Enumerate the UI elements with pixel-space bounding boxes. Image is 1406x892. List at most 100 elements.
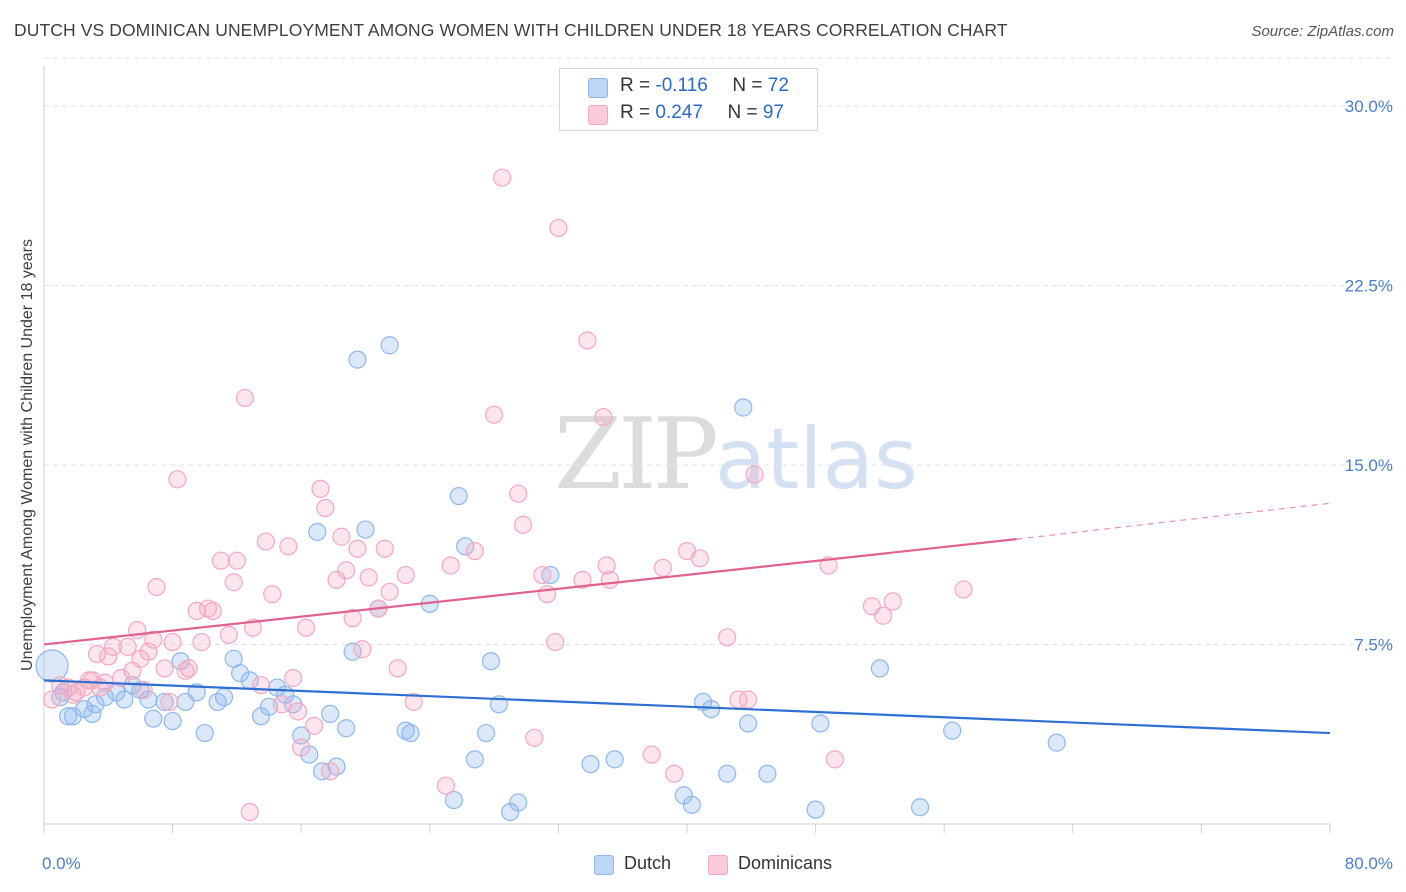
dutch-point-42 — [396, 721, 415, 740]
dominicans-point-27 — [203, 601, 222, 621]
dominicans-point-76 — [597, 556, 616, 575]
dutch-point-67 — [870, 659, 890, 678]
dominicans-point-83 — [718, 628, 737, 647]
dominicans-point-22 — [176, 661, 195, 680]
dutch-point-53 — [509, 793, 528, 812]
dutch-point-38 — [348, 350, 367, 369]
legend-dominicans-n-value: 97 — [762, 102, 784, 123]
dominicans-point-39 — [279, 537, 298, 556]
dutch-point-18 — [187, 683, 206, 702]
dominicans-point-85 — [738, 690, 758, 709]
dominicans-point-48 — [327, 570, 346, 589]
dutch-point-45 — [444, 790, 464, 810]
dutch-point-63 — [738, 714, 758, 733]
dutch-point-3 — [63, 707, 83, 726]
dominicans-point-16 — [144, 630, 163, 649]
dominicans-point-79 — [653, 558, 672, 577]
dominicans-point-32 — [235, 388, 255, 408]
dutch-point-34 — [321, 704, 340, 723]
dutch-point-7 — [95, 688, 115, 707]
dominicans-point-37 — [263, 585, 282, 604]
legend-dutch-r-value: -0.116 — [655, 75, 708, 96]
legend-swatch-dominicans — [588, 105, 608, 125]
dutch-point-47 — [456, 537, 475, 556]
dominicans-point-95 — [131, 649, 150, 668]
series-label-dutch: Dutch — [624, 853, 672, 873]
dominicans-point-33 — [240, 802, 259, 822]
x-tick-label-0: 0.0% — [42, 854, 81, 873]
dominicans-point-23 — [179, 659, 198, 678]
dominicans-point-35 — [251, 676, 271, 695]
dominicans-point-54 — [359, 568, 378, 587]
dutch-point-13 — [144, 709, 163, 728]
dominicans-point-64 — [485, 405, 504, 424]
dominicans-point-90 — [874, 606, 893, 625]
dutch-point-70 — [1047, 733, 1066, 752]
dutch-point-49 — [476, 723, 496, 743]
dominicans-point-50 — [337, 561, 356, 580]
dutch-point-46 — [449, 486, 468, 506]
dutch-point-69 — [943, 721, 962, 740]
dominicans-point-96 — [79, 671, 99, 690]
dominicans-point-58 — [388, 659, 407, 678]
tick-labels: 7.5% 15.0% 22.5% 30.0% 0.0% 80.0% — [42, 97, 1393, 873]
dominicans-point-69 — [533, 565, 552, 585]
dutch-point-48 — [465, 750, 484, 769]
dominicans-point-62 — [441, 556, 460, 575]
dutch-point-62 — [734, 398, 753, 417]
source-label: Source: ZipAtlas.com — [1251, 23, 1394, 40]
dominicans-point-60 — [404, 692, 423, 712]
watermark: ZIPatlas — [554, 398, 918, 512]
dominicans-point-30 — [224, 573, 243, 592]
x-tick-label-1: 80.0% — [1345, 854, 1393, 873]
dutch-point-68 — [910, 798, 930, 817]
dominicans-point-31 — [227, 551, 246, 570]
dutch-trend-line — [43, 679, 1331, 735]
dutch-point-15 — [163, 711, 182, 731]
dominicans-point-29 — [219, 625, 238, 644]
data-points — [35, 168, 1066, 822]
dominicans-point-11 — [118, 637, 137, 656]
dominicans-point-28 — [211, 551, 230, 570]
dominicans-point-46 — [316, 498, 335, 518]
dominicans-point-34 — [243, 618, 263, 637]
dominicans-point-56 — [375, 539, 394, 558]
dutch-point-36 — [337, 719, 356, 738]
dominicans-point-38 — [272, 695, 292, 714]
dominicans-point-8 — [99, 647, 118, 666]
dominicans-point-67 — [513, 515, 533, 534]
legend-dominicans-r-value: 0.247 — [655, 102, 703, 123]
dominicans-point-52 — [348, 539, 367, 558]
dominicans-point-93 — [63, 685, 83, 704]
dominicans-point-88 — [825, 750, 844, 769]
dominicans-point-6 — [87, 644, 107, 664]
dominicans-point-59 — [396, 565, 415, 585]
dominicans-point-18 — [155, 659, 174, 678]
dominicans-point-43 — [296, 618, 316, 637]
dominicans-point-25 — [192, 632, 211, 652]
dominicans-point-92 — [954, 580, 973, 599]
dutch-point-60 — [702, 699, 721, 719]
dominicans-point-47 — [321, 762, 340, 781]
watermark-zip: ZIP — [554, 398, 719, 512]
dominicans-point-66 — [509, 484, 528, 503]
dominicans-point-26 — [198, 599, 218, 618]
dominicans-point-41 — [288, 702, 308, 721]
watermark-atlas: atlas — [714, 410, 918, 508]
dominicans-point-45 — [311, 479, 330, 498]
dominicans-point-72 — [549, 218, 568, 238]
legend-swatch-dutch — [588, 78, 608, 98]
dominicans-point-74 — [578, 331, 597, 350]
y-tick-label-1: 15.0% — [1345, 456, 1393, 475]
dutch-point-65 — [806, 800, 825, 819]
y-tick-label-0: 7.5% — [1354, 635, 1393, 654]
dominicans-point-0 — [42, 690, 62, 709]
dutch-point-6 — [86, 695, 105, 714]
axes — [43, 66, 1331, 833]
dutch-point-64 — [758, 764, 777, 783]
dutch-point-66 — [811, 714, 830, 733]
dominicans-point-75 — [594, 407, 613, 427]
dominicans-point-87 — [819, 556, 838, 575]
dutch-point-55 — [581, 755, 600, 774]
dutch-point-5 — [83, 704, 102, 723]
